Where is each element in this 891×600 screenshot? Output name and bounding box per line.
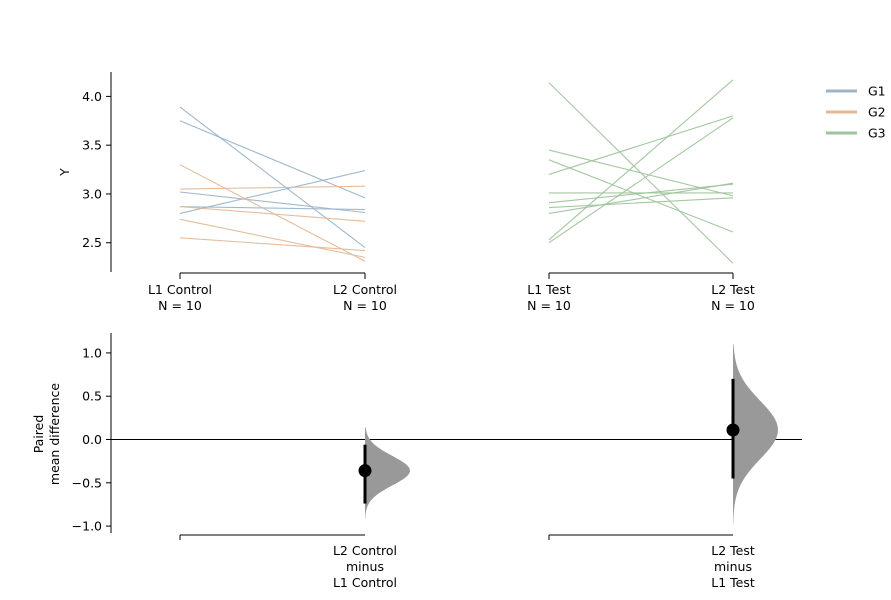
pair-line-g2-9 (179, 237, 366, 252)
top-y-tick-label-1: 3.0 (82, 186, 102, 201)
pair-line-g3-15 (548, 183, 734, 204)
paired-lines (179, 79, 734, 264)
bottom-y-axis-label-line2: mean difference (47, 383, 62, 485)
top-y-axis-label: Y (57, 168, 72, 177)
x-tick-n-l1-control: N = 10 (158, 298, 202, 313)
pair-line-g2-5 (179, 164, 366, 262)
legend-label-g2: G2 (868, 105, 886, 120)
x-tick-label-l2-test: L2 Test (711, 282, 755, 297)
x-tick-label-l1-control: L1 Control (148, 282, 212, 297)
top-y-tick-label-2: 3.5 (82, 138, 102, 153)
legend: G1 G2 G3 (826, 84, 886, 141)
effect-size-marks (358, 344, 778, 525)
top-y-tick-label-0: 2.5 (82, 235, 102, 250)
contrast-label-test-line2: minus (714, 559, 752, 574)
bottom-y-tick-label-2: 0.0 (82, 432, 102, 447)
contrast-label-control-line2: minus (346, 559, 384, 574)
x-tick-label-l2-control: L2 Control (333, 282, 397, 297)
contrast-label-control-line3: L1 Control (333, 575, 397, 590)
contrast-label-test-line1: L2 Test (711, 543, 755, 558)
bottom-y-tick-label-4: 1.0 (82, 345, 102, 360)
x-tick-label-l1-test: L1 Test (527, 282, 571, 297)
pair-line-g1-4 (179, 206, 366, 211)
pair-line-g3-13 (548, 115, 734, 175)
contrast-label-control-line1: L2 Control (333, 543, 397, 558)
bottom-y-ticks: −1.0 −0.5 0.0 0.5 1.0 (72, 345, 111, 534)
contrast-label-test-line3: L1 Test (711, 575, 755, 590)
bottom-y-axis-label-line1: Paired (31, 415, 46, 454)
pair-line-g1-0 (179, 106, 366, 249)
top-y-tick-label-3: 4.0 (82, 89, 102, 104)
mean-difference-point-1 (726, 423, 740, 437)
pair-line-g3-11 (548, 149, 734, 197)
x-tick-n-l1-test: N = 10 (527, 298, 571, 313)
slopegraph-panel: 2.5 3.0 3.5 4.0 Y L1 Control N = 10 L2 Cont… (57, 72, 755, 313)
legend-label-g1: G1 (868, 84, 886, 99)
pair-line-g3-12 (548, 159, 734, 233)
bottom-y-tick-label-0: −1.0 (72, 519, 102, 534)
pair-line-g1-1 (179, 120, 366, 199)
legend-label-g3: G3 (868, 126, 886, 141)
pair-line-g3-18 (548, 79, 734, 241)
effect-size-panel: −1.0 −0.5 0.0 0.5 1.0 Paired mean difference… (31, 333, 802, 590)
bootstrap-distribution-1 (733, 344, 778, 525)
bottom-y-tick-label-3: 0.5 (82, 389, 102, 404)
pair-line-g2-7 (179, 206, 366, 222)
pair-line-g2-6 (179, 185, 366, 190)
x-tick-n-l2-control: N = 10 (343, 298, 387, 313)
x-tick-n-l2-test: N = 10 (711, 298, 755, 313)
pair-line-g3-19 (548, 117, 734, 244)
pair-line-g3-16 (548, 197, 734, 209)
bootstrap-distribution-0 (365, 427, 410, 520)
pair-line-g1-3 (179, 170, 366, 214)
pair-line-g2-8 (179, 218, 366, 258)
top-y-ticks: 2.5 3.0 3.5 4.0 (82, 89, 111, 250)
bottom-y-tick-label-1: −0.5 (72, 475, 102, 490)
pair-line-g3-17 (548, 182, 734, 215)
mean-difference-point-0 (358, 464, 372, 478)
